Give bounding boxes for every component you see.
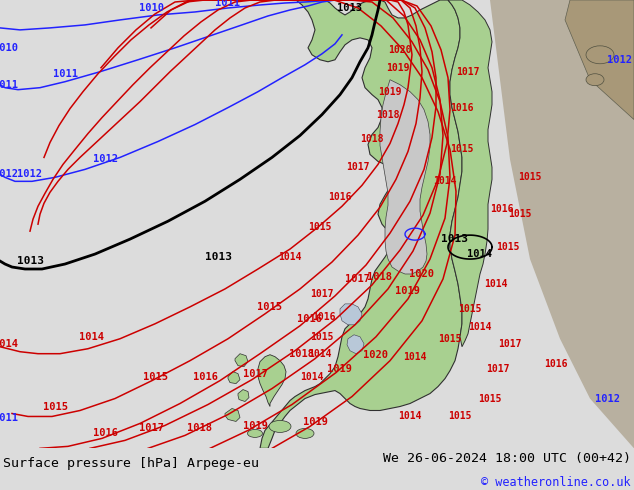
Text: 1014: 1014 (301, 371, 324, 382)
Text: 1017: 1017 (498, 339, 522, 349)
Text: 1019: 1019 (302, 417, 328, 427)
Text: 1013: 1013 (205, 252, 231, 262)
Text: 1015: 1015 (458, 304, 482, 314)
Text: 1014: 1014 (467, 249, 493, 259)
Polygon shape (258, 355, 286, 407)
Text: 1012: 1012 (18, 170, 42, 179)
Polygon shape (238, 390, 249, 401)
Text: 1016: 1016 (328, 192, 352, 202)
Text: 1013: 1013 (337, 3, 363, 13)
Text: 1018: 1018 (188, 423, 212, 434)
Ellipse shape (586, 46, 614, 64)
Polygon shape (565, 0, 634, 120)
Ellipse shape (296, 428, 314, 439)
Text: 1012: 1012 (93, 154, 117, 165)
Text: 1015: 1015 (143, 371, 167, 382)
Text: 1018: 1018 (376, 110, 400, 120)
Text: 1018: 1018 (290, 349, 314, 359)
Text: 1018: 1018 (360, 134, 384, 145)
Text: 1010: 1010 (0, 43, 18, 53)
Text: 1015: 1015 (478, 393, 501, 404)
Text: 1014: 1014 (278, 252, 302, 262)
Text: 1020: 1020 (388, 45, 411, 55)
Text: 1015: 1015 (42, 401, 67, 412)
Polygon shape (235, 354, 248, 367)
Text: 1012: 1012 (595, 393, 621, 404)
Text: Surface pressure [hPa] Arpege-eu: Surface pressure [hPa] Arpege-eu (3, 457, 259, 470)
Text: 1016: 1016 (490, 204, 514, 214)
Text: 1017: 1017 (486, 364, 510, 374)
Text: 1016: 1016 (313, 312, 336, 322)
Text: 1015: 1015 (448, 412, 472, 421)
Text: 1012: 1012 (607, 55, 633, 65)
Text: 1019: 1019 (378, 87, 402, 97)
Text: 1019: 1019 (242, 421, 268, 431)
Ellipse shape (269, 420, 291, 432)
Text: 1014: 1014 (308, 349, 332, 359)
Text: © weatheronline.co.uk: © weatheronline.co.uk (481, 476, 631, 489)
Text: We 26-06-2024 18:00 UTC (00+42): We 26-06-2024 18:00 UTC (00+42) (383, 452, 631, 466)
Text: 1012: 1012 (0, 170, 18, 179)
Text: 1014: 1014 (469, 322, 492, 332)
Text: 1010: 1010 (139, 3, 164, 13)
Polygon shape (347, 335, 364, 354)
Text: 1015: 1015 (308, 222, 332, 232)
Text: 1014: 1014 (484, 279, 508, 289)
Text: 1020: 1020 (410, 269, 434, 279)
Polygon shape (260, 0, 462, 448)
Ellipse shape (247, 429, 262, 438)
Text: 1015: 1015 (508, 209, 532, 219)
Text: 1016: 1016 (193, 371, 217, 382)
Text: 1014: 1014 (403, 352, 427, 362)
Polygon shape (448, 0, 492, 347)
Text: 1015: 1015 (518, 172, 541, 182)
Text: 1013: 1013 (441, 234, 469, 244)
Ellipse shape (586, 74, 604, 86)
Text: 1017: 1017 (346, 162, 370, 172)
Text: 1017: 1017 (242, 368, 268, 379)
Polygon shape (490, 0, 634, 448)
Text: 1014: 1014 (0, 339, 18, 349)
Text: 1019: 1019 (396, 286, 420, 296)
Text: 1014: 1014 (398, 412, 422, 421)
Polygon shape (340, 304, 362, 325)
Text: 1011: 1011 (216, 0, 240, 8)
Text: 1016: 1016 (450, 102, 474, 113)
Text: 1011: 1011 (53, 69, 77, 79)
Polygon shape (228, 371, 240, 384)
Text: 1015: 1015 (450, 145, 474, 154)
Text: 1017: 1017 (310, 289, 333, 299)
Text: 1017: 1017 (456, 67, 480, 77)
Text: 1017: 1017 (139, 423, 164, 434)
Text: 1018: 1018 (368, 272, 392, 282)
Text: 1014: 1014 (79, 332, 105, 342)
Polygon shape (225, 409, 240, 421)
Text: 1015: 1015 (496, 242, 520, 252)
Text: 1016: 1016 (297, 314, 323, 324)
Text: 1013: 1013 (16, 256, 44, 266)
Text: 1019: 1019 (328, 364, 353, 374)
Text: 1015: 1015 (257, 302, 283, 312)
Text: 1016: 1016 (93, 428, 117, 439)
Text: 1011: 1011 (0, 80, 18, 90)
Polygon shape (380, 80, 430, 274)
Text: 1014: 1014 (433, 176, 456, 186)
Text: 1016: 1016 (544, 359, 568, 368)
Text: 1015: 1015 (310, 332, 333, 342)
Text: 1020: 1020 (363, 350, 387, 360)
Text: 1019: 1019 (386, 63, 410, 73)
Text: 1011: 1011 (0, 414, 18, 423)
Text: 1015: 1015 (438, 334, 462, 344)
Text: 1017: 1017 (346, 274, 370, 284)
